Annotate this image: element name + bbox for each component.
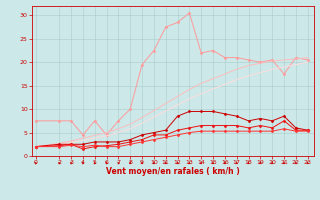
X-axis label: Vent moyen/en rafales ( km/h ): Vent moyen/en rafales ( km/h ) (106, 167, 240, 176)
